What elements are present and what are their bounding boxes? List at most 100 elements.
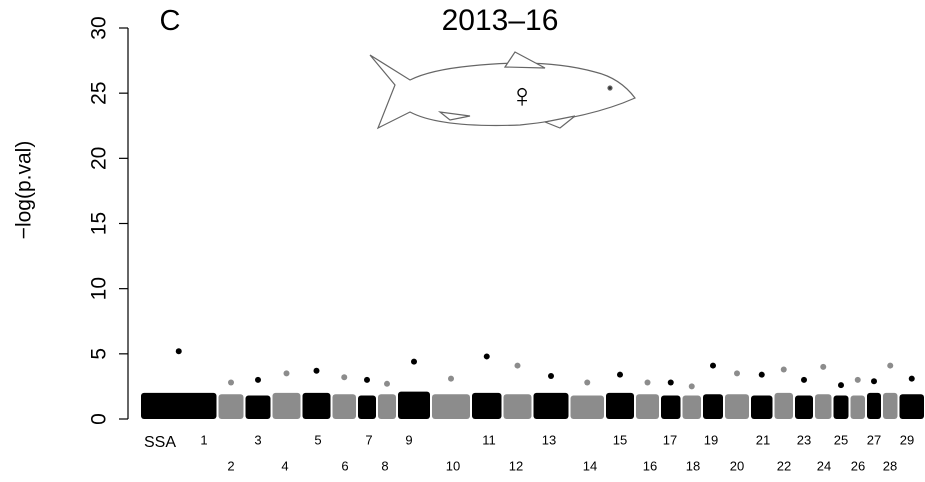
chromosome-label: 24 xyxy=(817,458,831,473)
bulk-band xyxy=(571,396,605,419)
peak-point xyxy=(617,372,623,378)
peak-point xyxy=(255,377,261,383)
chromosome-label: 16 xyxy=(643,458,657,473)
chromosome-label: 12 xyxy=(509,458,523,473)
peak-point xyxy=(710,363,716,369)
peak-point xyxy=(689,383,695,389)
bulk-band xyxy=(219,394,244,419)
bulk-band xyxy=(867,393,881,419)
y-tick-label: 5 xyxy=(88,348,111,360)
x-axis-label: SSA xyxy=(144,434,176,451)
chromosome-label: 15 xyxy=(613,432,627,447)
y-tick-label: 0 xyxy=(88,413,111,425)
peak-point xyxy=(909,376,915,382)
bulk-band xyxy=(683,396,702,419)
fish-drawing xyxy=(370,52,635,128)
peak-point xyxy=(548,373,554,379)
bulk-band xyxy=(834,396,849,419)
chromosome-label: 1 xyxy=(200,432,207,447)
chart: −log(p.val) C 2013–16 ♀ SSA 051015202530… xyxy=(0,0,925,477)
peak-point xyxy=(759,372,765,378)
bulk-band xyxy=(795,396,813,419)
peak-point xyxy=(411,359,417,365)
peak-point xyxy=(801,377,807,383)
chart-title: 2013–16 xyxy=(442,4,559,37)
peak-point xyxy=(228,380,234,386)
y-tick-label: 20 xyxy=(88,147,111,170)
peak-point xyxy=(384,381,390,387)
chromosome-label: 11 xyxy=(482,432,496,447)
chromosome-label: 5 xyxy=(314,432,321,447)
chromosome-label: 19 xyxy=(704,432,718,447)
peak-point xyxy=(887,363,893,369)
y-axis-label: −log(p.val) xyxy=(13,141,36,240)
peak-point xyxy=(820,364,826,370)
bulk-band xyxy=(636,394,659,419)
chromosome-label: 8 xyxy=(381,458,388,473)
bulk-band xyxy=(358,396,376,419)
peak-point xyxy=(584,380,590,386)
y-tick-label: 25 xyxy=(88,81,111,104)
chromosome-label: 7 xyxy=(365,432,372,447)
bulk-band xyxy=(141,393,217,419)
bulk-band xyxy=(703,394,723,419)
peak-point xyxy=(176,348,182,354)
chromosome-label: 26 xyxy=(851,458,865,473)
chromosome-label: 22 xyxy=(777,458,791,473)
peak-point xyxy=(364,377,370,383)
peak-point xyxy=(871,378,877,384)
chromosome-label: 29 xyxy=(900,432,914,447)
chromosome-label: 10 xyxy=(446,458,460,473)
chromosome-label: 17 xyxy=(663,432,677,447)
bulk-band xyxy=(273,393,301,419)
y-tick-label: 10 xyxy=(88,277,111,300)
bulk-band xyxy=(851,396,866,419)
bulk-band xyxy=(815,394,832,419)
bulk-band xyxy=(775,393,794,419)
peak-point xyxy=(838,382,844,388)
chromosome-label: 25 xyxy=(834,432,848,447)
peak-point xyxy=(341,374,347,380)
bulk-band xyxy=(725,394,749,419)
chromosome-label: 3 xyxy=(254,432,261,447)
bulk-band xyxy=(900,394,925,419)
chromosome-label: 28 xyxy=(883,458,897,473)
bulk-band xyxy=(398,392,430,419)
peak-point xyxy=(284,370,290,376)
fish-fin xyxy=(505,52,545,68)
sex-symbol: ♀ xyxy=(509,77,535,115)
peak-point xyxy=(668,380,674,386)
y-tick-label: 30 xyxy=(88,16,111,39)
chromosome-label: 23 xyxy=(797,432,811,447)
fish-body xyxy=(370,55,635,128)
peak-point xyxy=(645,380,651,386)
chromosome-label: 6 xyxy=(341,458,348,473)
panel-label: C xyxy=(160,5,181,37)
peak-point xyxy=(781,366,787,372)
peak-point xyxy=(448,376,454,382)
chromosome-label: 2 xyxy=(227,458,234,473)
page: {"chart_data": {"type": "manhattan", "ti… xyxy=(0,0,925,482)
chromosome-label: 20 xyxy=(730,458,744,473)
bulk-band xyxy=(378,394,396,419)
peak-point xyxy=(855,377,861,383)
bulk-band xyxy=(303,393,331,419)
peak-point xyxy=(484,353,490,359)
fish-eye xyxy=(608,86,612,90)
peak-point xyxy=(314,368,320,374)
bulk-band xyxy=(504,394,532,419)
peak-point xyxy=(515,363,521,369)
chromosome-label: 27 xyxy=(867,432,881,447)
bulk-band xyxy=(333,394,357,419)
chromosome-label: 9 xyxy=(405,432,412,447)
peak-point xyxy=(734,370,740,376)
bulk-band xyxy=(534,393,569,419)
bulk-band xyxy=(432,394,470,419)
bulk-band xyxy=(751,396,773,419)
y-tick-label: 15 xyxy=(88,212,111,235)
bulk-band xyxy=(472,393,502,419)
chromosome-label: 18 xyxy=(686,458,700,473)
bulk-band xyxy=(606,393,634,419)
bulk-band xyxy=(661,396,681,419)
chromosome-label: 21 xyxy=(756,432,770,447)
